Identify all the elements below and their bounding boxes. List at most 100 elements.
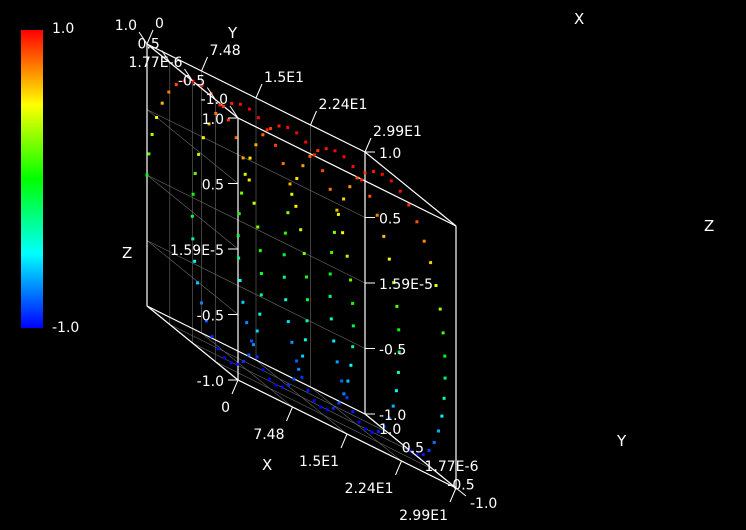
- data-point: [397, 350, 401, 354]
- data-point: [269, 127, 273, 130]
- data-point: [204, 319, 208, 323]
- data-point: [368, 194, 372, 198]
- data-point: [395, 304, 399, 308]
- z-axis-title-right: Z: [704, 217, 714, 235]
- data-point: [274, 383, 278, 387]
- data-point: [340, 379, 344, 383]
- data-point: [297, 367, 301, 371]
- y-tick-label-bottom: -0.5: [447, 478, 474, 494]
- data-point: [274, 143, 277, 147]
- y-tick-mark: [432, 469, 444, 478]
- data-point: [290, 192, 294, 196]
- x-axis-title-bottom: X: [262, 456, 272, 474]
- data-point: [252, 343, 255, 347]
- data-point: [319, 405, 323, 409]
- x-tick-mark: [255, 83, 263, 99]
- z-tick-label-right: -1.0: [379, 408, 406, 424]
- data-point: [328, 187, 332, 191]
- data-point: [335, 360, 339, 364]
- box-edge: [146, 305, 366, 415]
- data-point: [305, 275, 308, 279]
- data-point: [329, 317, 333, 321]
- data-point: [250, 339, 253, 343]
- data-point: [382, 234, 386, 238]
- z-tick-label-right: -0.5: [379, 343, 406, 359]
- data-point: [261, 133, 265, 137]
- data-point: [330, 251, 334, 254]
- data-point: [240, 191, 244, 195]
- x-tick-label-bottom: 2.24E1: [345, 481, 394, 497]
- data-point: [375, 213, 379, 217]
- y-tick-mark: [387, 432, 399, 441]
- data-point: [349, 363, 353, 367]
- y-tick-mark: [229, 105, 239, 119]
- data-point: [434, 284, 438, 287]
- y-tick-mark: [184, 68, 193, 82]
- data-point: [223, 356, 226, 360]
- y-tick-label-top: 0.5: [138, 37, 160, 53]
- data-point: [247, 353, 251, 357]
- data-point: [191, 79, 195, 83]
- data-point: [280, 385, 284, 389]
- x-tick-mark: [310, 110, 317, 126]
- data-point: [294, 204, 298, 208]
- data-point: [288, 182, 292, 186]
- data-point: [372, 170, 375, 173]
- data-point: [360, 178, 364, 182]
- x-tick-mark: [340, 433, 348, 449]
- data-point: [286, 320, 290, 324]
- data-point: [191, 237, 195, 241]
- data-point: [281, 162, 285, 165]
- data-point: [256, 225, 260, 229]
- z-tick-label-right: 1.59E-5: [379, 277, 433, 293]
- box-front-edges: [364, 151, 457, 488]
- x-tick-label-top: 2.99E1: [373, 124, 422, 140]
- data-point: [190, 214, 194, 218]
- data-point: [284, 298, 288, 302]
- data-point: [147, 152, 151, 156]
- data-point: [265, 128, 269, 132]
- data-point: [226, 118, 230, 122]
- data-point: [396, 371, 400, 374]
- data-point: [243, 172, 247, 176]
- data-point: [155, 116, 159, 119]
- data-point: [167, 90, 171, 94]
- data-point: [302, 252, 306, 255]
- data-point: [437, 429, 440, 433]
- data-point: [370, 430, 374, 434]
- data-point: [304, 140, 308, 144]
- data-point: [301, 164, 305, 168]
- tick-marks: [138, 29, 467, 503]
- data-point: [321, 169, 325, 173]
- data-point: [415, 220, 419, 224]
- data-point: [247, 178, 251, 182]
- data-point: [331, 406, 335, 410]
- box-edge: [146, 305, 239, 381]
- data-point: [261, 368, 265, 372]
- data-point: [258, 312, 262, 316]
- data-point: [324, 147, 328, 151]
- z-tick-label-right: 1.0: [379, 146, 401, 162]
- data-point: [252, 201, 256, 205]
- x-tick-label-top: 1.5E1: [264, 70, 304, 86]
- data-point: [443, 376, 447, 380]
- data-point: [325, 408, 329, 412]
- box-edge: [237, 117, 457, 227]
- data-point: [303, 338, 307, 342]
- data-point: [351, 345, 355, 349]
- data-point: [351, 410, 355, 414]
- data-point: [376, 430, 380, 433]
- grid-line: [146, 174, 366, 284]
- data-point: [341, 231, 345, 235]
- data-point: [174, 83, 178, 87]
- data-point: [238, 279, 242, 282]
- data-point: [254, 143, 258, 147]
- data-point: [351, 165, 355, 169]
- grid-line: [192, 342, 411, 452]
- data-point: [241, 156, 245, 160]
- data-point: [301, 354, 305, 358]
- grid-line: [146, 174, 239, 250]
- y-tick-label-top: -1.0: [201, 92, 228, 108]
- data-point: [407, 203, 411, 207]
- data-point: [363, 171, 367, 175]
